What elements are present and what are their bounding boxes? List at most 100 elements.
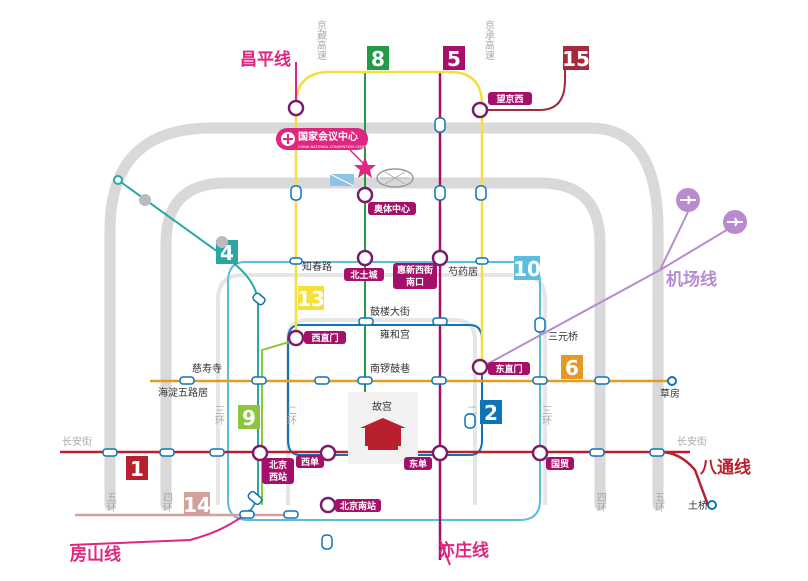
svg-text:西直门: 西直门 [311, 332, 338, 344]
terminal-station-grey-2 [216, 236, 228, 248]
svg-text:1: 1 [130, 457, 144, 481]
svg-text:北京: 北京 [269, 459, 287, 471]
svg-text:8: 8 [371, 47, 385, 71]
line-1-badge: 1 [126, 456, 148, 481]
terminal-station-tuqiao[interactable] [707, 500, 717, 510]
terminal-station-grey-1 [139, 194, 151, 206]
road-north-east-expwy: 京承高速 [483, 19, 495, 60]
station-tags: 望京西 奥体中心 北土城 惠新西街 南口 西直门 东直门 北京 西站 [262, 92, 574, 512]
line-2-badge: 2 [480, 400, 502, 425]
transfer-stations [251, 99, 549, 514]
named-line-labels: 昌平线 机场线 八通线 房山线 亦庄线 [70, 49, 751, 565]
station-tag-xizhimen[interactable]: 西直门 [304, 331, 346, 344]
svg-text:奥体中心: 奥体中心 [373, 203, 410, 215]
svg-text:东单: 东单 [409, 458, 427, 470]
svg-text:14: 14 [183, 493, 211, 517]
station-tag-guomao[interactable]: 国贸 [546, 457, 574, 470]
svg-text:6: 6 [565, 356, 579, 380]
callout-name-en: CHINA NATIONAL CONVENTION CENTER [298, 145, 370, 149]
convention-center-callout: 国家会议中心 CHINA NATIONAL CONVENTION CENTER [276, 128, 376, 178]
transfer-station-beijingnan[interactable] [319, 496, 337, 514]
station-tag-dongzhimen[interactable]: 东直门 [488, 362, 530, 375]
station-tag-xidan[interactable]: 西单 [296, 455, 324, 468]
transfer-station-changping[interactable] [287, 99, 305, 117]
station-labels: 知春路 芍药居 鼓楼大街 雍和宫 三元桥 慈寿寺 海淀五路居 南锣鼓巷 草房 土… [158, 260, 708, 512]
line-14-badge: 14 [183, 492, 211, 517]
callout-pointer [349, 149, 366, 166]
svg-text:13: 13 [297, 287, 325, 311]
transfer-station-xidan[interactable] [319, 444, 337, 462]
road-east-ring5: 五环 [653, 492, 665, 513]
line-5-badge: 5 [443, 46, 465, 71]
transfer-station-beijingxi[interactable] [251, 444, 269, 462]
callout-name-cn: 国家会议中心 [298, 130, 358, 143]
airport-icons [676, 188, 747, 234]
station-tag-huixinxijie[interactable]: 惠新西街 南口 [393, 263, 437, 289]
svg-text:9: 9 [242, 406, 256, 430]
svg-text:北土城: 北土城 [350, 269, 377, 281]
changping-line-label: 昌平线 [240, 49, 291, 70]
road-changan-west: 长安街 [62, 435, 92, 448]
line-15-path [480, 65, 566, 111]
svg-text:5: 5 [447, 47, 461, 71]
road-west-ring4: 四环 [161, 492, 173, 513]
station-tag-beijingxi[interactable]: 北京 西站 [262, 458, 294, 484]
line-13-badge: 13 [297, 286, 325, 311]
landmarks: 故宫 [329, 168, 418, 464]
star-icon [354, 157, 376, 178]
label-yonghegong: 雍和宫 [380, 328, 410, 341]
label-sanyuanqiao: 三元桥 [548, 331, 578, 343]
gugong-label: 故宫 [372, 400, 392, 413]
svg-text:10: 10 [513, 257, 541, 281]
terminal-station-haidian[interactable] [113, 175, 123, 185]
line-8-badge: 8 [367, 46, 389, 71]
label-haidian5: 海淀五路居 [158, 386, 208, 399]
label-caofang: 草房 [660, 387, 680, 400]
road-west-ring5: 五环 [105, 492, 117, 513]
batong-line-label: 八通线 [700, 457, 751, 478]
transfer-station-beitucheng[interactable] [356, 249, 374, 267]
road-west-ring2: 二环 [285, 405, 297, 426]
svg-text:惠新西街: 惠新西街 [397, 264, 433, 276]
callout-box [276, 128, 368, 150]
road-labels: 京藏高速 京承高速 五环 四环 三环 二环 二环 三环 四环 五环 长安街 长安… [62, 19, 707, 513]
yizhuang-line-label: 亦庄线 [438, 540, 489, 561]
label-nanluoguxiang: 南锣鼓巷 [370, 362, 410, 375]
svg-text:望京西: 望京西 [496, 93, 523, 105]
label-tuqiao: 土桥 [688, 499, 708, 512]
transfer-station-dongzhimen[interactable] [471, 358, 489, 376]
line-badges: 8 5 15 4 10 13 6 9 [126, 46, 590, 517]
transfer-station-huixinxijie[interactable] [431, 249, 449, 267]
transfer-station-guomao[interactable] [531, 444, 549, 462]
station-tag-aoti[interactable]: 奥体中心 [368, 202, 416, 215]
svg-text:2: 2 [484, 401, 498, 425]
transfer-station-wangjingxi[interactable] [471, 101, 489, 119]
yizhuang-line-path [439, 539, 451, 566]
airport-line-path [479, 211, 736, 369]
station-tag-dongdan[interactable]: 东单 [404, 457, 432, 470]
svg-text:北京南站: 北京南站 [340, 500, 376, 512]
station-tag-beitucheng[interactable]: 北土城 [344, 268, 384, 281]
svg-text:东直门: 东直门 [495, 363, 522, 375]
transfer-station-xizhimen[interactable] [287, 329, 305, 347]
road-changan-east: 长安街 [677, 435, 707, 448]
station-tag-beijingnan[interactable]: 北京南站 [335, 499, 381, 512]
transfer-station-aoti[interactable] [356, 186, 374, 204]
watercube-icon [329, 173, 355, 187]
label-shaoyaoju: 芍药居 [448, 265, 478, 278]
line-6-badge: 6 [561, 355, 583, 380]
road-west-ring3: 三环 [213, 405, 225, 426]
fourth-ring-road [160, 177, 606, 511]
line-15-badge: 15 [562, 46, 590, 71]
line-9-badge: 9 [238, 405, 260, 430]
svg-text:西单: 西单 [301, 456, 319, 468]
airplane-icon [723, 210, 747, 234]
line-10-badge: 10 [513, 256, 541, 281]
line-13-path [294, 70, 484, 365]
terminal-station-caofang[interactable] [667, 376, 677, 386]
transfer-station-dongdan[interactable] [431, 444, 449, 462]
station-tag-wangjingxi[interactable]: 望京西 [488, 92, 532, 105]
road-north-west-expwy: 京藏高速 [315, 19, 327, 60]
terminal-stations [113, 175, 717, 510]
